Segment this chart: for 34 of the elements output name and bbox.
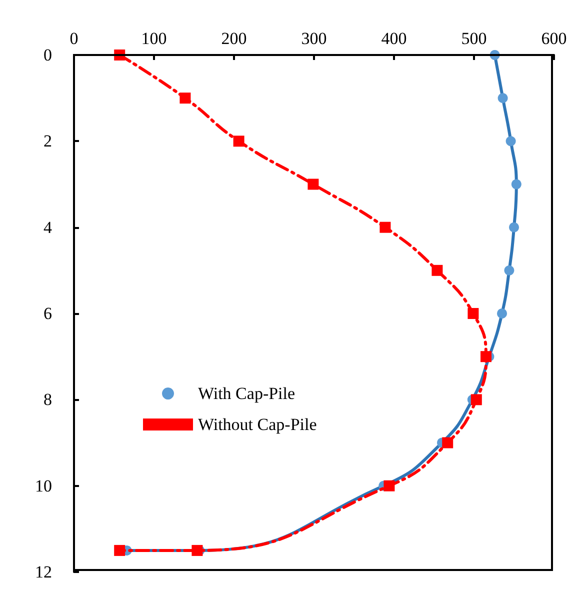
y-tick-label: 4 xyxy=(44,218,52,237)
x-tick-label: 200 xyxy=(221,29,247,48)
point xyxy=(114,544,126,556)
x-tick-label: 300 xyxy=(301,29,327,48)
legend-label: With Cap-Pile xyxy=(198,384,296,403)
point xyxy=(308,178,319,190)
y-tick-label: 8 xyxy=(44,390,52,410)
point xyxy=(192,544,203,556)
x-tick-label: 400 xyxy=(381,29,407,48)
point xyxy=(470,394,482,406)
point xyxy=(498,93,508,104)
point xyxy=(511,179,522,190)
point xyxy=(509,222,519,232)
point xyxy=(380,222,391,233)
y-tick-label: 6 xyxy=(44,304,52,323)
point xyxy=(497,308,507,318)
y-tick-label: 2 xyxy=(44,132,52,151)
legend-label: Without Cap-Pile xyxy=(198,415,317,434)
point xyxy=(384,480,395,492)
x-tick-label: 0 xyxy=(70,29,78,48)
point xyxy=(506,136,516,146)
point xyxy=(468,308,479,319)
x-tick-label: 600 xyxy=(541,29,567,48)
point xyxy=(442,437,454,448)
y-tick-label: 12 xyxy=(35,562,52,582)
point xyxy=(480,351,492,362)
x-tick-label: 100 xyxy=(141,29,167,48)
point xyxy=(432,264,443,276)
point xyxy=(233,136,244,147)
point xyxy=(180,92,191,104)
point xyxy=(504,265,514,276)
y-tick-label: 10 xyxy=(35,476,52,496)
y-tick-label: 0 xyxy=(44,46,52,64)
x-tick-label: 500 xyxy=(461,29,487,48)
